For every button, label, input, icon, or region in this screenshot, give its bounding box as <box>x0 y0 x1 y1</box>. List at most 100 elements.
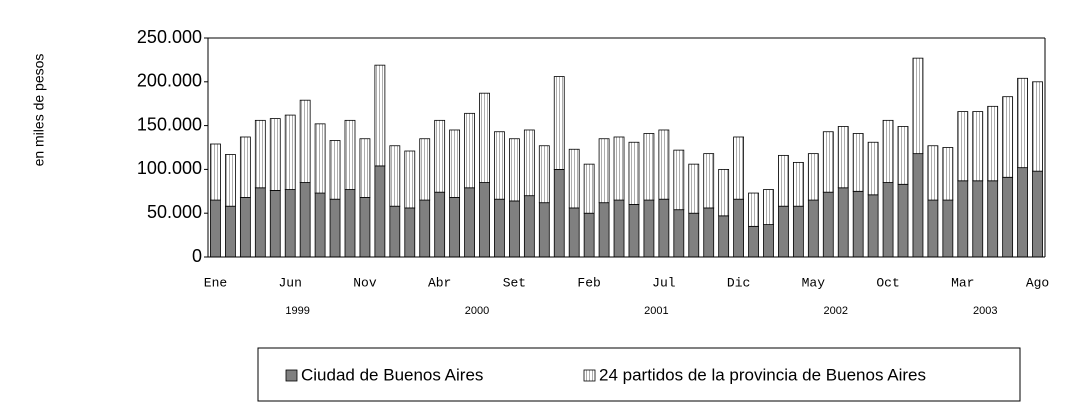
bar-segment <box>553 168 565 258</box>
x-tick-label: Nov <box>353 275 377 290</box>
bar-segment <box>449 197 461 258</box>
bar-segment <box>658 198 670 258</box>
y-tick-label: 250.000 <box>137 27 202 47</box>
x-tick-label: Jun <box>279 275 302 290</box>
bar-segment <box>718 215 730 258</box>
legend-label: Ciudad de Buenos Aires <box>301 365 483 384</box>
bar-segment <box>225 205 236 258</box>
bar-segment <box>494 131 505 200</box>
legend-swatch <box>285 369 298 382</box>
bar-segment <box>658 129 670 200</box>
bar-segment <box>464 187 475 258</box>
bar-segment <box>972 111 984 182</box>
bar-segment <box>225 154 236 207</box>
y-axis-label: en miles de pesos <box>31 54 47 167</box>
bar-segment <box>688 163 700 214</box>
year-label: 2001 <box>644 305 668 317</box>
bar-segment <box>628 141 640 205</box>
bar-segment <box>613 136 625 201</box>
bar-segment <box>374 64 386 167</box>
bar-segment <box>359 138 371 198</box>
legend-label: 24 partidos de la provincia de Buenos Ai… <box>599 365 926 384</box>
bar-segment <box>778 154 789 207</box>
bar-segment <box>688 212 700 258</box>
bar-segment <box>389 205 401 258</box>
bar-segment <box>972 180 984 258</box>
bar-segment <box>852 190 864 258</box>
x-tick-label: Jul <box>652 275 676 290</box>
bar-segment <box>673 149 685 211</box>
bar-segment <box>404 150 416 209</box>
y-tick-label: 200.000 <box>137 71 202 91</box>
bar-segment <box>269 118 281 191</box>
bar-segment <box>344 119 356 190</box>
bar-segment <box>897 183 909 258</box>
bar-segment <box>718 168 730 217</box>
bar-segment <box>792 205 804 258</box>
y-tick-label: 0 <box>192 246 202 266</box>
x-tick-label: Mar <box>951 275 974 290</box>
bar-segment <box>807 153 819 201</box>
bar-segment <box>583 212 595 258</box>
bar-segment <box>927 199 939 258</box>
bar-segment <box>867 194 879 258</box>
bar-segment <box>778 205 789 258</box>
bar-segment <box>254 119 266 189</box>
bar-segment <box>822 191 834 258</box>
bar-segment <box>942 147 954 201</box>
bar-segment <box>882 182 894 258</box>
bar-segment <box>1017 77 1028 169</box>
bar-segment <box>479 92 490 183</box>
bar-segment <box>1002 176 1014 258</box>
bar-segment <box>912 153 924 258</box>
legend-swatch <box>583 369 596 382</box>
bar-segment <box>807 199 819 258</box>
bar-segment <box>479 182 490 258</box>
bar-segment <box>748 225 759 258</box>
bar-segment <box>673 209 685 258</box>
year-label: 2003 <box>973 305 997 317</box>
x-tick-label: Dic <box>727 275 750 290</box>
bar-segment <box>464 112 475 189</box>
bar-segment <box>837 187 849 258</box>
bar-segment <box>733 136 744 200</box>
bar-segment <box>344 189 356 258</box>
bar-segment <box>284 114 296 190</box>
bar-segment <box>523 129 535 197</box>
bar-segment <box>598 138 610 204</box>
bar-segment <box>434 191 446 258</box>
bar-segment <box>568 148 580 209</box>
bar-segment <box>748 192 759 227</box>
year-label: 2002 <box>824 305 848 317</box>
bar-segment <box>434 119 446 193</box>
bar-segment <box>284 189 296 258</box>
bar-segment <box>897 126 909 185</box>
bar-segment <box>538 202 550 258</box>
bar-segment <box>553 76 565 170</box>
bar-segment <box>314 123 326 194</box>
bar-segment <box>1032 81 1043 172</box>
bar-segment <box>912 57 924 155</box>
bar-segment <box>1032 170 1043 258</box>
bar-segment <box>404 207 416 258</box>
bar-segment <box>538 145 550 204</box>
bar-segment <box>419 138 431 201</box>
bar-segment <box>1002 96 1014 178</box>
bar-segment <box>583 163 595 214</box>
x-tick-label: Oct <box>876 275 899 290</box>
bar-segment <box>239 136 251 198</box>
bar-segment <box>299 182 311 258</box>
bar-segment <box>509 200 520 258</box>
bar-segment <box>598 202 610 258</box>
bar-segment <box>987 180 999 258</box>
bar-segment <box>703 153 715 209</box>
bar-segment <box>329 140 341 200</box>
bar-segment <box>957 111 969 182</box>
bar-segment <box>942 199 954 258</box>
y-tick-label: 50.000 <box>147 202 202 222</box>
bar-segment <box>703 207 715 258</box>
bar-segment <box>269 190 281 258</box>
bar-segment <box>254 187 266 258</box>
bar-segment <box>299 99 311 183</box>
